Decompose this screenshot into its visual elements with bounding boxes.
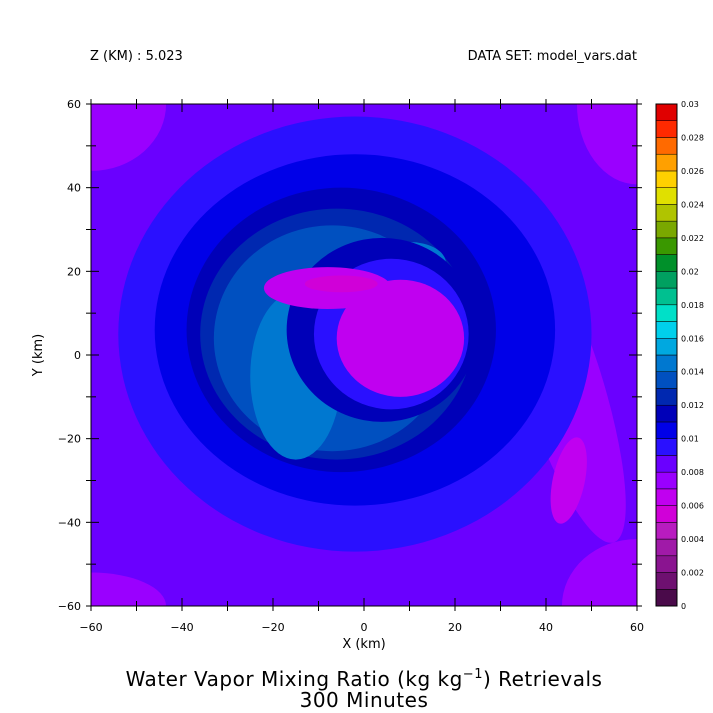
colorbar-label: 0.028 — [681, 133, 704, 142]
colorbar: 0 0.002 0.004 0.006 0.008 0.01 0.012 0.014 0.016… — [655, 100, 704, 611]
corner-patch — [561, 539, 637, 606]
colorbar-swatch — [655, 488, 678, 506]
colorbar-swatch — [655, 371, 678, 389]
colorbar-label: 0.002 — [681, 569, 704, 578]
colorbar-swatch — [655, 321, 678, 339]
colorbar-swatch — [655, 421, 678, 439]
colorbar-label: 0.014 — [681, 368, 704, 377]
colorbar-label: 0.008 — [681, 468, 704, 477]
colorbar-swatch — [655, 522, 678, 540]
x-tick-label: 0 — [361, 621, 368, 634]
colorbar-label: 0 — [681, 602, 686, 611]
title-main: Water Vapor Mixing Ratio (kg kg — [126, 667, 463, 691]
colorbar-swatch — [655, 287, 678, 306]
colorbar-swatch — [655, 338, 678, 356]
colorbar-swatch — [655, 304, 678, 322]
colorbar-swatch — [655, 354, 678, 372]
axes: −60 −40 −20 0 20 40 60 −60 −40 −20 0 20 40 60 — [58, 98, 644, 634]
colorbar-swatch — [655, 438, 678, 456]
colorbar-label: 0.004 — [681, 535, 704, 544]
east-band-core — [550, 437, 587, 524]
colorbar-swatch — [655, 153, 678, 172]
colorbar-label: 0.006 — [681, 502, 704, 511]
colorbar-label: 0.01 — [681, 435, 699, 444]
colorbar-swatch — [655, 120, 678, 138]
y-tick-label: 40 — [67, 182, 81, 195]
x-axis-label: X (km) — [342, 637, 385, 652]
x-tick-label: 40 — [539, 621, 553, 634]
colorbar-swatch — [655, 103, 678, 121]
colorbar-label: 0.03 — [681, 100, 699, 109]
colorbar-label: 0.012 — [681, 401, 704, 410]
y-tick-label: 60 — [67, 98, 81, 111]
colorbar-label: 0.02 — [681, 267, 699, 276]
corner-patch — [576, 104, 637, 185]
colorbar-swatch — [655, 555, 678, 573]
colorbar-frame — [655, 103, 678, 607]
colorbar-swatch — [655, 589, 678, 607]
y-tick-label: −60 — [58, 600, 81, 613]
eye-center — [304, 275, 378, 293]
colorbar-swatch — [655, 388, 678, 406]
x-tick-label: 60 — [630, 621, 644, 634]
colorbar-swatch — [655, 204, 678, 222]
dataset-label: DATA SET: model_vars.dat — [468, 49, 637, 64]
z-level-label: Z (KM) : 5.023 — [90, 49, 183, 64]
chart-title: Water Vapor Mixing Ratio (kg kg−1) Retri… — [126, 667, 603, 691]
colorbar-swatch — [655, 572, 678, 590]
colorbar-swatch — [655, 455, 678, 473]
contour-field — [91, 104, 637, 606]
x-tick-label: −20 — [261, 621, 284, 634]
colorbar-swatch — [655, 237, 678, 255]
colorbar-swatch — [655, 137, 678, 155]
title-exponent: −1 — [463, 667, 483, 682]
x-tick-label: −40 — [170, 621, 193, 634]
colorbar-label: 0.018 — [681, 301, 704, 310]
colorbar-swatch — [655, 271, 678, 289]
chart-subtitle: 300 Minutes — [300, 688, 429, 712]
colorbar-swatch — [655, 505, 678, 523]
colorbar-swatch — [655, 538, 678, 557]
colorbar-label: 0.024 — [681, 200, 704, 209]
colorbar-swatch — [655, 404, 678, 423]
y-tick-label: 20 — [67, 265, 81, 278]
colorbar-label: 0.022 — [681, 234, 704, 243]
corner-patch — [91, 572, 167, 606]
title-tail: ) Retrievals — [483, 667, 602, 691]
x-tick-label: 20 — [448, 621, 462, 634]
y-axis-label: Y (km) — [31, 334, 46, 377]
y-tick-label: −40 — [58, 516, 81, 529]
x-tick-label: −60 — [79, 621, 102, 634]
y-tick-label: −20 — [58, 433, 81, 446]
colorbar-swatch — [655, 187, 678, 205]
y-tick-label: 0 — [74, 349, 81, 362]
colorbar-swatch — [655, 471, 678, 490]
colorbar-swatch — [655, 170, 678, 188]
eye — [336, 279, 465, 397]
corner-patch — [91, 104, 167, 171]
colorbar-swatch — [655, 254, 678, 272]
colorbar-swatch — [655, 220, 678, 239]
colorbar-label: 0.026 — [681, 167, 704, 176]
colorbar-label: 0.016 — [681, 334, 704, 343]
